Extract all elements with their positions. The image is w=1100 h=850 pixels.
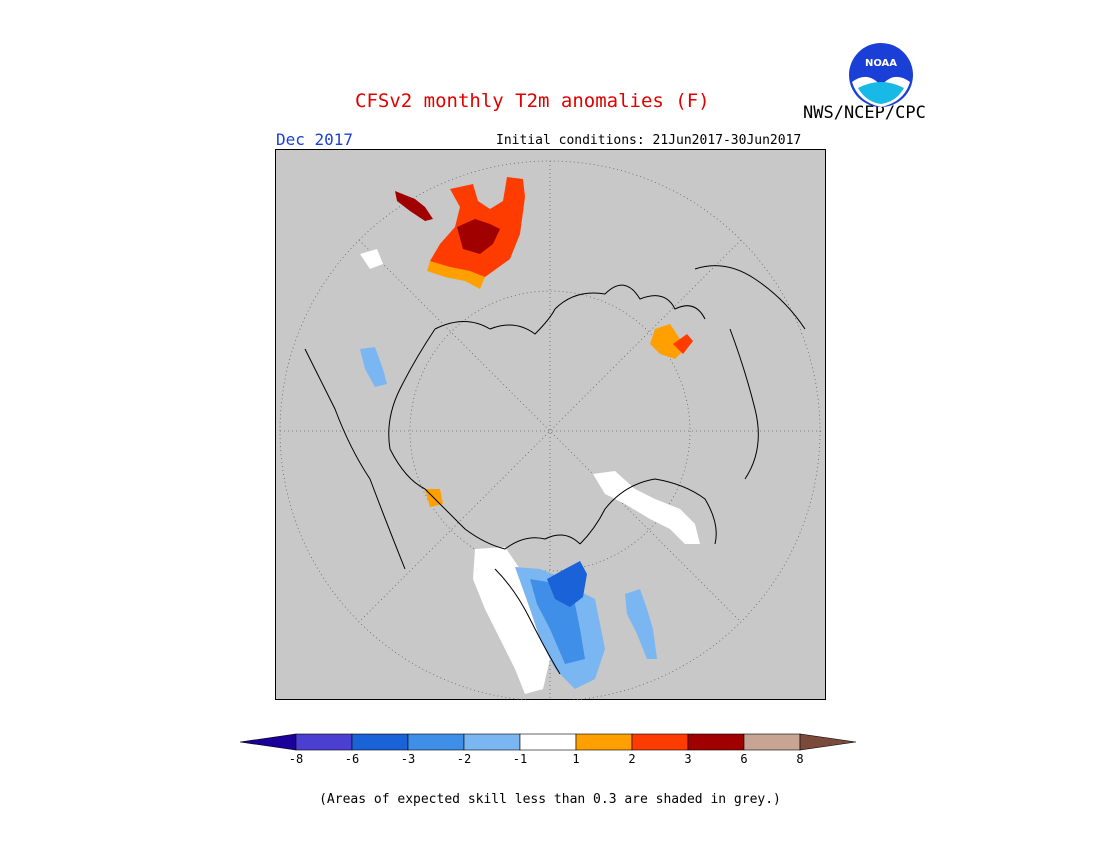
legend-tick-label: 2 <box>628 752 635 766</box>
forecast-month: Dec 2017 <box>276 130 354 149</box>
skill-note: (Areas of expected skill less than 0.3 a… <box>319 792 781 807</box>
anomaly-regions <box>360 177 700 694</box>
legend-tick-label: -8 <box>289 752 303 766</box>
legend-swatch <box>687 733 745 751</box>
noaa-logo-text: NOAA <box>865 58 897 69</box>
legend-tick-label: -3 <box>401 752 415 766</box>
region-east-siberia-red <box>673 334 693 354</box>
region-western-russia-core <box>457 219 500 254</box>
legend-swatch <box>631 733 689 751</box>
legend-swatch <box>743 733 801 751</box>
coastlines <box>304 265 806 675</box>
color-legend: -8 -6 -3 -2 -1 1 2 3 6 8 <box>239 733 857 766</box>
legend-swatch <box>463 733 521 751</box>
initial-conditions: Initial conditions: 21Jun2017-30Jun2017 <box>496 133 802 148</box>
legend-tick-label: -2 <box>457 752 471 766</box>
legend-swatch <box>295 733 353 751</box>
region-scandinavia-blue <box>360 347 387 387</box>
region-quebec-labrador <box>625 589 657 659</box>
legend-arrow-right <box>799 733 857 751</box>
graticule <box>279 160 821 700</box>
legend-arrow-left <box>239 733 297 751</box>
chart-title: CFSv2 monthly T2m anomalies (F) <box>355 90 710 112</box>
noaa-logo-icon: NOAA <box>849 43 913 107</box>
legend-tick-label: 6 <box>740 752 747 766</box>
region-caspian <box>427 261 485 289</box>
region-western-canada <box>473 547 550 694</box>
legend-tick-label: 8 <box>796 752 803 766</box>
legend-swatch <box>407 733 465 751</box>
legend-tick-label: -1 <box>513 752 527 766</box>
legend-swatch <box>519 733 577 751</box>
legend-swatch <box>575 733 633 751</box>
region-greenland-east <box>593 471 700 544</box>
legend-tick-label: 1 <box>572 752 579 766</box>
legend-tick-label: -6 <box>345 752 359 766</box>
region-hudson-bay-core <box>547 561 587 607</box>
legend-tick-label: 3 <box>684 752 691 766</box>
legend-swatch <box>351 733 409 751</box>
region-kazakhstan-white <box>360 249 383 269</box>
region-east-siberia <box>650 324 685 359</box>
organization-label: NWS/NCEP/CPC <box>803 103 926 123</box>
polar-map <box>275 149 826 700</box>
region-western-russia-north <box>395 191 433 221</box>
